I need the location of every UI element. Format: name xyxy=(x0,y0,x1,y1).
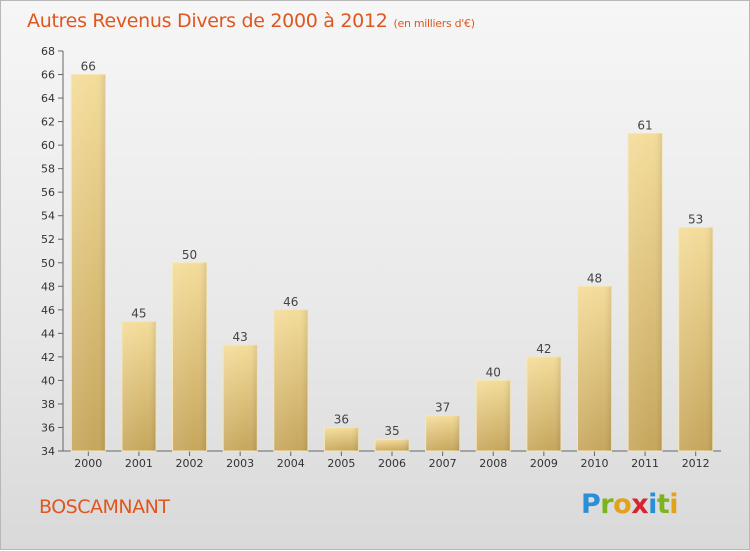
bar-shade xyxy=(628,133,663,451)
x-tick-label: 2002 xyxy=(176,457,204,470)
bar-value-label: 35 xyxy=(384,424,399,438)
bar-value-label: 48 xyxy=(587,271,602,285)
bar-value-label: 40 xyxy=(486,365,501,379)
bar-value-label: 46 xyxy=(283,295,298,309)
x-tick-label: 2003 xyxy=(226,457,254,470)
chart-title-text: Autres Revenus Divers de 2000 à 2012 xyxy=(27,10,388,32)
y-tick-label: 58 xyxy=(41,163,55,176)
y-tick-label: 38 xyxy=(41,398,55,411)
bars xyxy=(70,74,714,452)
logo-letter: o xyxy=(613,489,632,520)
y-tick-label: 46 xyxy=(41,304,55,317)
bar-shade xyxy=(121,321,156,451)
x-tick-label: 2006 xyxy=(378,457,406,470)
bar-value-label: 61 xyxy=(637,118,652,132)
y-tick-label: 50 xyxy=(41,257,55,270)
bar-shade xyxy=(273,309,308,451)
bar-shade xyxy=(223,345,258,451)
bar-value-label: 45 xyxy=(131,307,146,321)
x-tick-label: 2011 xyxy=(631,457,659,470)
logo-letter: i xyxy=(648,489,657,520)
logo-letter: i xyxy=(669,489,679,520)
value-labels: 66 45 50 43 46 36 35 37 40 42 48 61 53 xyxy=(81,60,704,439)
y-tick-label: 68 xyxy=(41,45,55,58)
logo-letter: x xyxy=(631,489,649,520)
bar-shade xyxy=(476,380,511,451)
bar-shade xyxy=(425,415,460,451)
y-tick-label: 66 xyxy=(41,69,55,82)
x-tick-label: 2007 xyxy=(429,457,457,470)
y-tick-label: 56 xyxy=(41,186,55,199)
y-tick-label: 44 xyxy=(41,327,55,340)
bar-value-label: 50 xyxy=(182,248,197,262)
bar-shade xyxy=(172,262,207,451)
y-tick-label: 54 xyxy=(41,210,55,223)
logo-letter: t xyxy=(656,489,670,520)
bar-value-label: 43 xyxy=(233,330,248,344)
bar-value-label: 66 xyxy=(81,60,96,74)
y-tick-label: 64 xyxy=(41,92,55,105)
proxiti-logo: Proxiti xyxy=(581,489,679,520)
y-tick-label: 42 xyxy=(41,351,55,364)
bar-shade xyxy=(678,227,713,451)
bar-value-label: 42 xyxy=(536,342,551,356)
y-tick-label: 40 xyxy=(41,374,55,387)
y-tick-label: 48 xyxy=(41,280,55,293)
y-tick-label: 34 xyxy=(41,445,55,458)
commune-name: BOSCAMNANT xyxy=(39,496,170,518)
logo-letter: P xyxy=(581,489,601,520)
bar-value-label: 53 xyxy=(688,212,703,226)
bar-value-label: 36 xyxy=(334,412,349,426)
x-axis: 2000 2001 2002 2003 2004 2005 2006 2007 2008 2009… xyxy=(63,450,721,470)
bar-shade xyxy=(526,356,561,451)
y-tick-label: 60 xyxy=(41,139,55,152)
bar-shade xyxy=(71,74,106,451)
chart-subtitle: (en milliers d'€) xyxy=(393,17,475,30)
y-tick-label: 52 xyxy=(41,233,55,246)
bar-shade xyxy=(324,427,359,451)
x-tick-label: 2009 xyxy=(530,457,558,470)
x-tick-label: 2000 xyxy=(74,457,102,470)
x-tick-label: 2008 xyxy=(479,457,507,470)
x-tick-label: 2012 xyxy=(682,457,710,470)
chart-title: Autres Revenus Divers de 2000 à 2012 (en … xyxy=(27,10,475,32)
x-tick-label: 2004 xyxy=(277,457,305,470)
bar-shade xyxy=(577,286,612,451)
y-tick-label: 62 xyxy=(41,116,55,129)
bar-shade xyxy=(375,439,409,451)
x-tick-label: 2005 xyxy=(327,457,355,470)
x-tick-label: 2010 xyxy=(580,457,608,470)
logo-letter: r xyxy=(600,489,614,520)
y-axis: 34 36 38 40 42 44 46 48 50 52 54 56 58 60 62 64 66 68 xyxy=(41,45,64,458)
x-tick-label: 2001 xyxy=(125,457,153,470)
y-tick-label: 36 xyxy=(41,421,55,434)
bar-value-label: 37 xyxy=(435,401,450,415)
